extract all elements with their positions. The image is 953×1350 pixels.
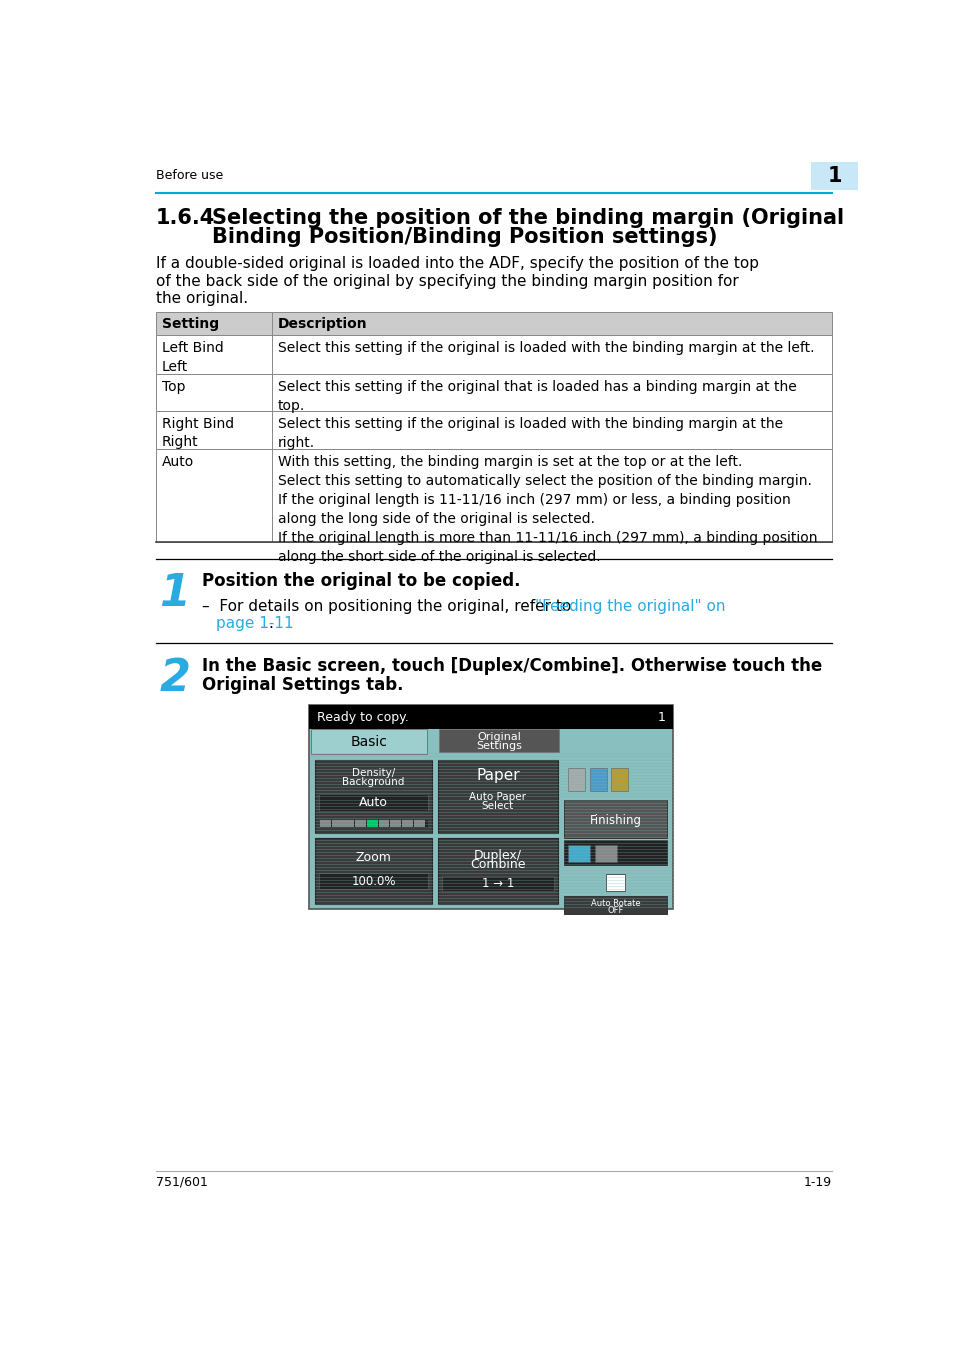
Text: 1 → 1: 1 → 1 (481, 878, 514, 890)
Bar (155, 374, 831, 410)
Bar (155, 450, 831, 541)
Bar (390, 821, 401, 828)
Text: Description: Description (278, 317, 367, 331)
Text: In the Basic screen, touch [Duplex/Combine]. Otherwise touch the: In the Basic screen, touch [Duplex/Combi… (202, 657, 821, 675)
Text: Left Bind
Left: Left Bind Left (162, 342, 223, 374)
Bar (155, 312, 831, 335)
Text: If a double-sided original is loaded into the ADF, specify the position of the t: If a double-sided original is loaded int… (155, 256, 758, 271)
Bar (606, 875, 624, 891)
Bar (567, 845, 589, 861)
Text: Paper: Paper (476, 768, 519, 783)
Text: Select this setting if the original is loaded with the binding margin at the
rig: Select this setting if the original is l… (278, 417, 782, 450)
Text: 1: 1 (159, 572, 191, 616)
Bar (309, 705, 673, 909)
Text: 1-19: 1-19 (803, 1176, 831, 1189)
Bar (355, 821, 366, 828)
Bar (439, 729, 558, 752)
Text: OFF: OFF (607, 906, 623, 915)
Text: Original: Original (476, 732, 520, 742)
Text: Binding Position/Binding Position settings): Binding Position/Binding Position settin… (212, 227, 717, 247)
Text: Density/: Density/ (352, 768, 395, 778)
Bar (315, 838, 431, 903)
Bar (155, 335, 831, 374)
Text: Original Settings tab.: Original Settings tab. (202, 675, 403, 694)
Bar (332, 821, 342, 828)
Bar (567, 768, 584, 791)
Bar (595, 845, 617, 861)
Text: Duplex/: Duplex/ (474, 849, 521, 861)
Text: 1: 1 (657, 710, 665, 724)
Text: With this setting, the binding margin is set at the top or at the left.
Select t: With this setting, the binding margin is… (278, 455, 817, 564)
Bar (611, 768, 628, 791)
Text: Select this setting if the original is loaded with the binding margin at the lef: Select this setting if the original is l… (278, 342, 814, 355)
Bar (563, 896, 666, 914)
Bar (319, 819, 427, 828)
Text: Background: Background (342, 776, 404, 787)
Text: Ready to copy.: Ready to copy. (316, 710, 408, 724)
Bar (437, 760, 558, 833)
Bar (441, 876, 554, 891)
Text: 2: 2 (159, 657, 191, 701)
Text: the original.: the original. (155, 292, 248, 306)
Text: Auto: Auto (162, 455, 193, 470)
Text: Select: Select (481, 802, 514, 811)
Text: Select this setting if the original that is loaded has a binding margin at the
t: Select this setting if the original that… (278, 379, 796, 413)
Text: Position the original to be copied.: Position the original to be copied. (202, 572, 520, 590)
Bar (810, 162, 857, 190)
Bar (319, 821, 331, 828)
Text: Top: Top (162, 379, 185, 394)
Bar (563, 760, 666, 798)
Text: Basic: Basic (350, 734, 387, 749)
Bar (563, 799, 666, 838)
Bar (437, 838, 558, 903)
Text: Selecting the position of the binding margin (Original: Selecting the position of the binding ma… (212, 208, 843, 228)
Text: 100.0%: 100.0% (351, 875, 395, 888)
Text: Right Bind
Right: Right Bind Right (162, 417, 233, 450)
Bar (367, 821, 377, 828)
Bar (309, 705, 673, 729)
Text: Setting: Setting (162, 317, 219, 331)
Text: 1.6.4: 1.6.4 (155, 208, 214, 228)
Bar (319, 794, 427, 811)
Text: Zoom: Zoom (355, 850, 391, 864)
Text: page 1-11: page 1-11 (216, 617, 294, 632)
Bar (378, 821, 389, 828)
Text: "Feeding the original" on: "Feeding the original" on (535, 599, 725, 614)
Text: Combine: Combine (470, 857, 525, 871)
Bar (414, 821, 424, 828)
Bar (563, 840, 666, 865)
Bar (315, 760, 431, 833)
Bar (155, 410, 831, 450)
Text: 751/601: 751/601 (155, 1176, 208, 1189)
Text: –  For details on positioning the original, refer to: – For details on positioning the origina… (202, 599, 576, 614)
Bar (319, 873, 427, 888)
Bar (311, 729, 427, 755)
Text: Auto Paper: Auto Paper (469, 792, 526, 802)
Text: Settings: Settings (476, 741, 522, 751)
Text: 1: 1 (826, 166, 841, 186)
Bar (401, 821, 413, 828)
Text: Auto: Auto (358, 796, 388, 809)
Text: Auto Rotate: Auto Rotate (590, 899, 639, 909)
Text: Before use: Before use (155, 169, 223, 182)
Text: of the back side of the original by specifying the binding margin position for: of the back side of the original by spec… (155, 274, 738, 289)
Text: Finishing: Finishing (589, 814, 641, 826)
Bar (589, 768, 606, 791)
Bar (343, 821, 354, 828)
Text: .: . (269, 617, 274, 632)
